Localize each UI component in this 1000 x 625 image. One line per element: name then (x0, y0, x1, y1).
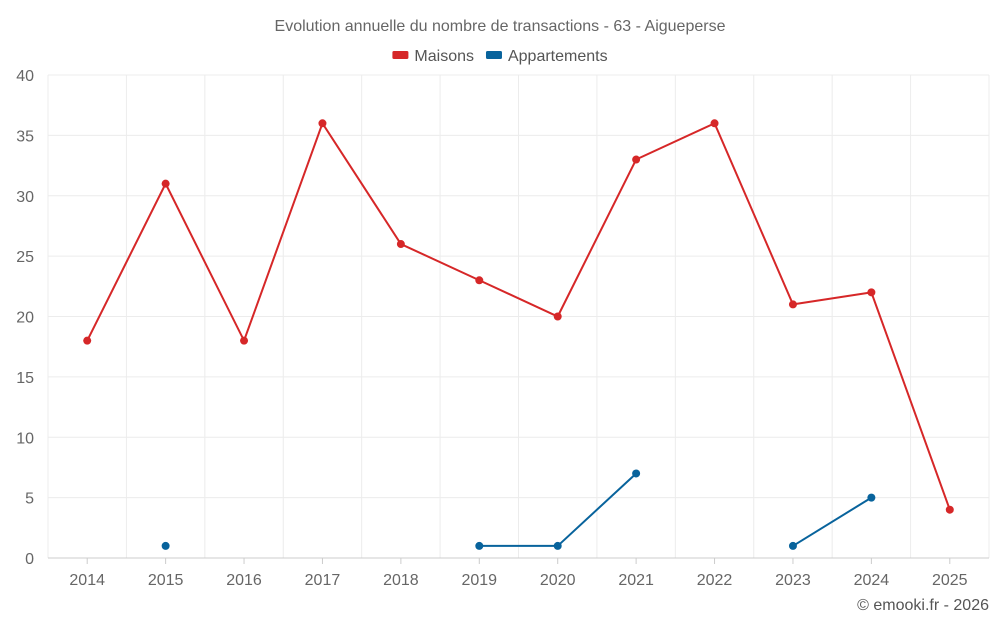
x-tick-label: 2024 (854, 572, 890, 589)
data-point-maisons[interactable] (83, 336, 92, 345)
legend-item-appartements[interactable]: Appartements (485, 48, 608, 65)
y-tick-label: 40 (16, 68, 34, 85)
legend-swatch (392, 51, 409, 59)
data-point-maisons[interactable] (318, 119, 327, 128)
series (83, 119, 954, 550)
data-point-appartements[interactable] (161, 541, 170, 550)
data-point-maisons[interactable] (240, 336, 249, 345)
x-tick-label: 2021 (618, 572, 654, 589)
data-point-maisons[interactable] (553, 312, 562, 321)
legend-label: Appartements (508, 48, 608, 65)
data-point-maisons[interactable] (161, 179, 170, 188)
series-line-appartements (792, 496, 872, 547)
legend-item-maisons[interactable]: Maisons (392, 48, 474, 65)
x-tick-label: 2015 (148, 572, 184, 589)
series-line-appartements (479, 472, 637, 547)
x-tick-label: 2016 (226, 572, 262, 589)
chart-title: Evolution annuelle du nombre de transact… (275, 18, 726, 35)
x-tick-label: 2023 (775, 572, 811, 589)
data-point-appartements[interactable] (475, 541, 484, 550)
data-point-maisons[interactable] (867, 288, 876, 297)
x-tick-label: 2022 (697, 572, 733, 589)
legend: Maisons Appartements (392, 48, 608, 65)
series-line-maisons (86, 121, 951, 511)
y-tick-label: 15 (16, 370, 34, 387)
data-point-maisons[interactable] (945, 505, 954, 514)
data-point-appartements[interactable] (788, 541, 797, 550)
legend-label: Maisons (414, 48, 474, 65)
x-tick-label: 2019 (461, 572, 497, 589)
y-tick-label: 5 (25, 491, 34, 508)
legend-swatch (485, 51, 502, 59)
data-point-maisons[interactable] (475, 276, 484, 285)
x-tick-label: 2025 (932, 572, 968, 589)
data-point-maisons[interactable] (632, 155, 641, 164)
y-tick-label: 25 (16, 249, 34, 266)
y-tick-label: 10 (16, 430, 34, 447)
data-point-maisons[interactable] (710, 119, 719, 128)
y-tick-label: 20 (16, 310, 34, 327)
x-tick-label: 2017 (305, 572, 341, 589)
grid (47, 74, 990, 558)
data-point-appartements[interactable] (867, 493, 876, 502)
y-tick-label: 35 (16, 128, 34, 145)
data-point-maisons[interactable] (788, 300, 797, 309)
x-tick-label: 2020 (540, 572, 576, 589)
x-tick-label: 2014 (69, 572, 105, 589)
y-tick-label: 30 (16, 189, 34, 206)
data-point-maisons[interactable] (396, 240, 405, 249)
data-point-appartements[interactable] (632, 469, 641, 478)
x-tick-label: 2018 (383, 572, 419, 589)
y-tick-label: 0 (25, 551, 34, 568)
data-point-appartements[interactable] (553, 541, 562, 550)
credit-text: © emooki.fr - 2026 (857, 597, 989, 614)
